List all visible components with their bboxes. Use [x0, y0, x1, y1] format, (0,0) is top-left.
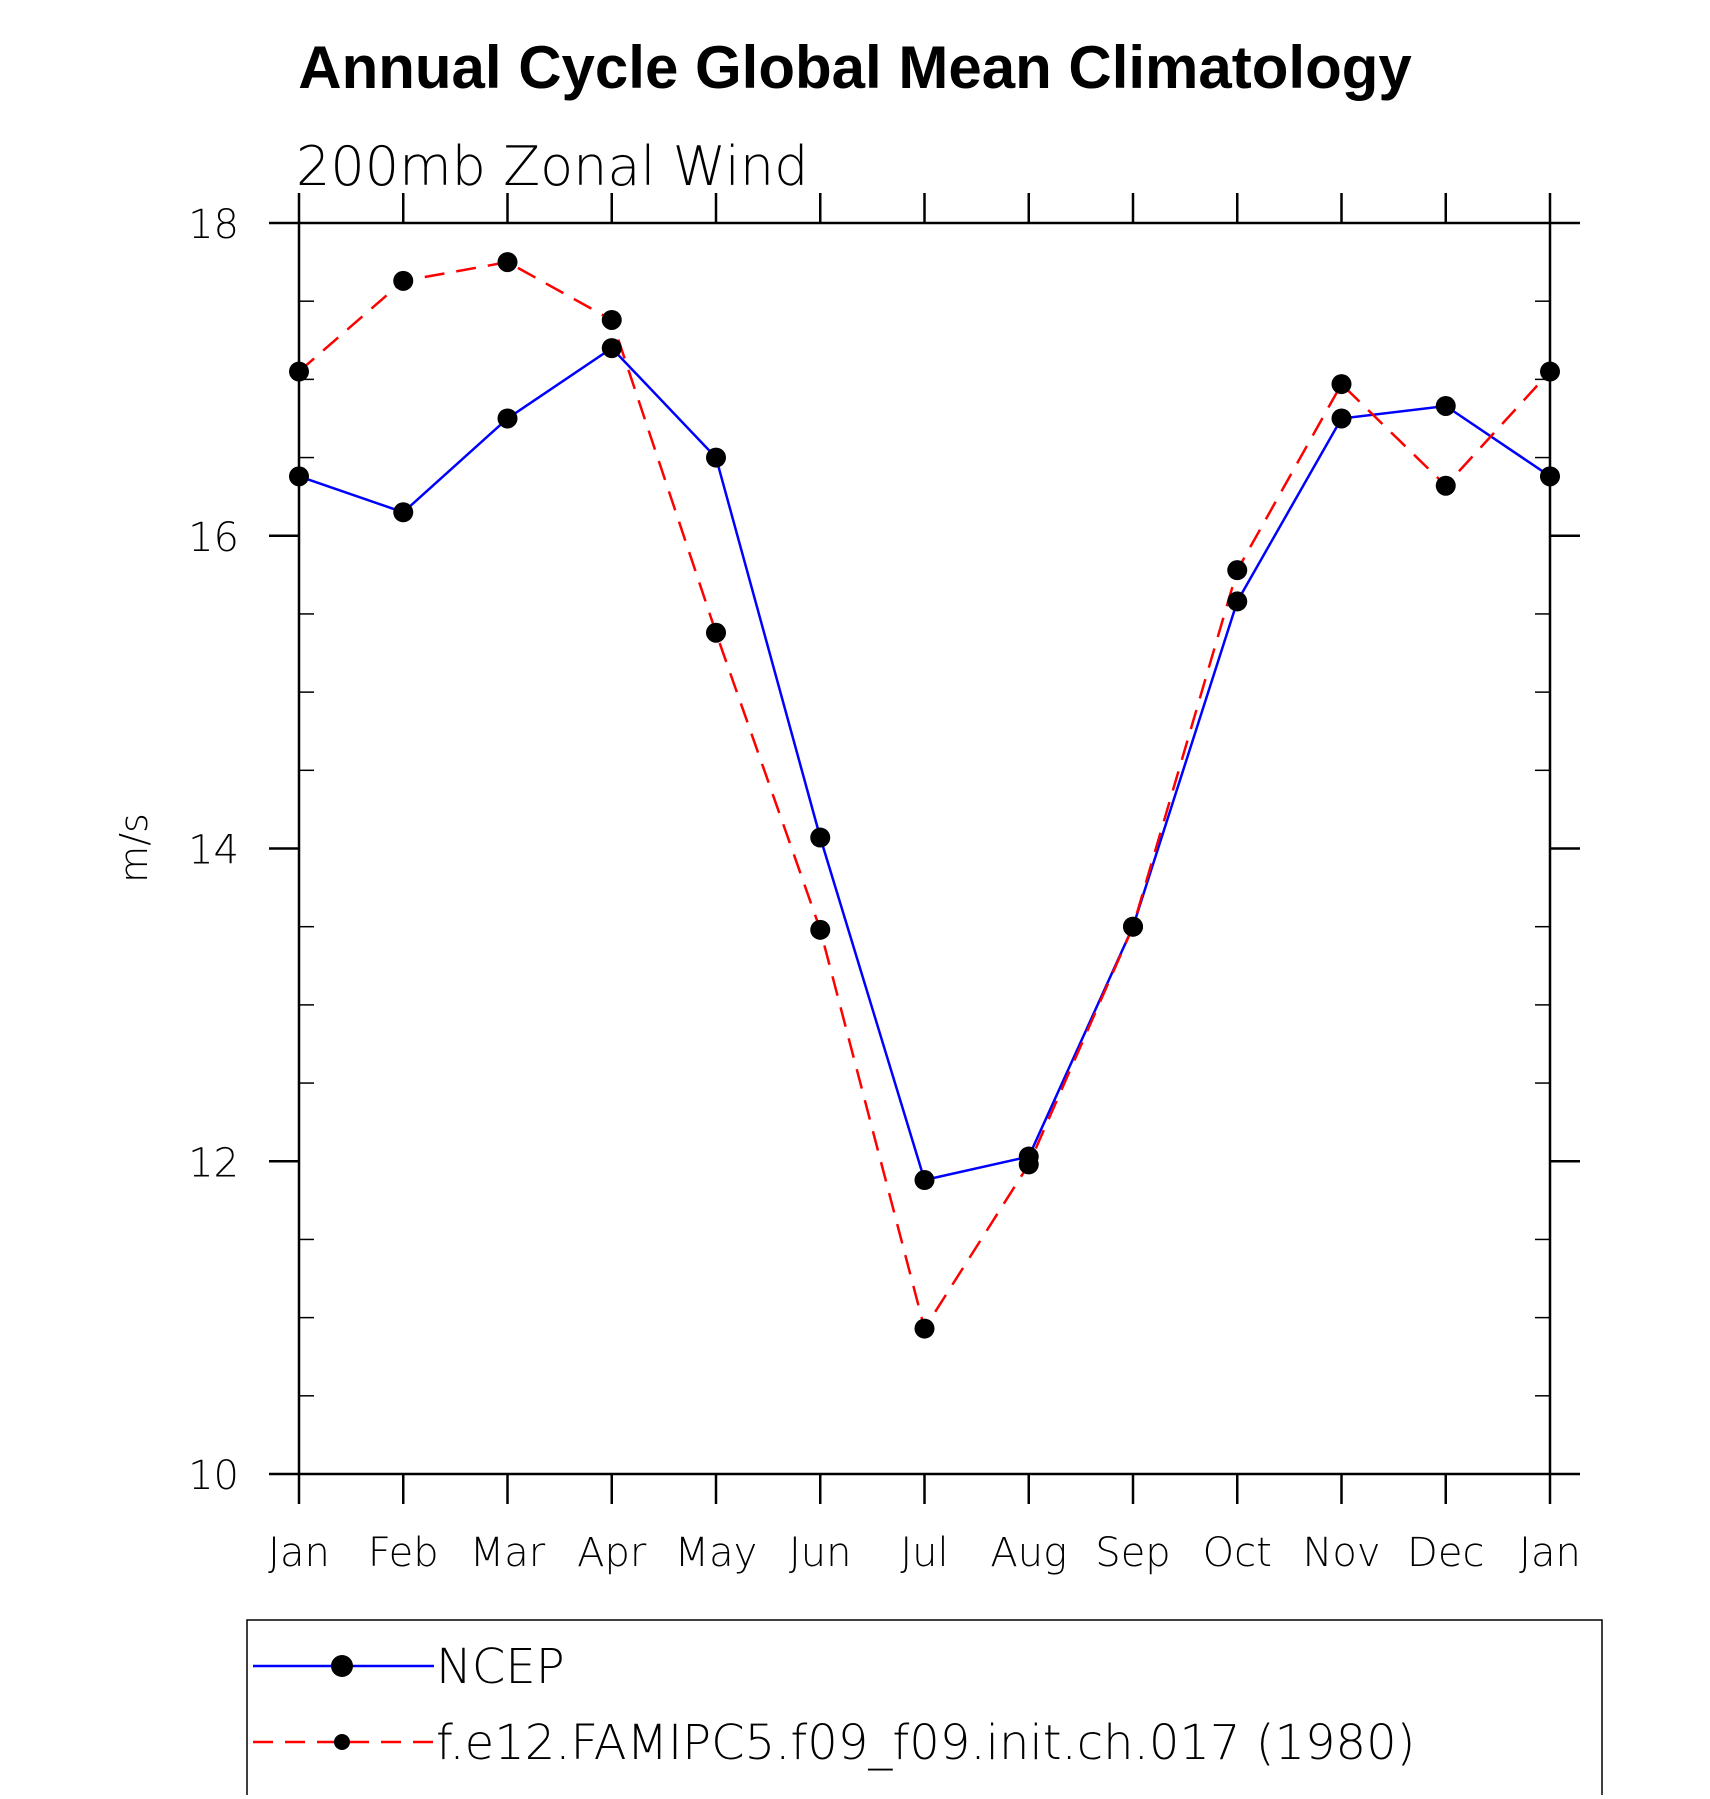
- plot-frame: [297, 221, 1552, 1476]
- x-tick-label: Feb: [368, 1530, 439, 1576]
- data-point-series-1: [393, 502, 414, 523]
- y-axis-label: m/s: [112, 813, 156, 883]
- series-line-2: [298, 260, 1551, 1332]
- data-point-series-2: [497, 252, 518, 273]
- series-line-1: [298, 346, 1551, 1182]
- data-point-series-2: [1435, 475, 1456, 496]
- x-tick-label: Mar: [470, 1530, 546, 1576]
- y-tick-label: 18: [188, 202, 239, 248]
- x-tick-label: Jul: [900, 1530, 948, 1576]
- y-tick-label: 14: [188, 828, 239, 874]
- chart-title: Annual Cycle Global Mean Climatology: [298, 34, 1412, 101]
- x-tick-label: Jan: [268, 1530, 330, 1576]
- data-point-series-2: [393, 270, 414, 291]
- chart-subtitle: 200mb Zonal Wind: [296, 135, 808, 198]
- data-point-series-1: [1227, 591, 1248, 612]
- legend: NCEP f.e12.FAMIPC5.f09_f09.init.ch.017 (1…: [246, 1619, 1603, 1799]
- x-tick-label: Apr: [577, 1530, 647, 1576]
- data-point-series-2: [1123, 916, 1143, 937]
- data-point-series-1: [1540, 466, 1560, 487]
- data-point-series-1: [1331, 408, 1352, 429]
- x-tick-label: Dec: [1407, 1530, 1484, 1576]
- data-point-series-2: [1018, 1154, 1039, 1175]
- legend-box: [246, 1619, 1603, 1799]
- data-point-series-2: [706, 622, 726, 643]
- data-point-series-2: [1331, 374, 1352, 395]
- x-tick-label: Sep: [1095, 1530, 1170, 1576]
- data-point-series-1: [601, 338, 622, 359]
- x-tick-label: Jun: [789, 1530, 852, 1576]
- data-point-series-2: [289, 361, 309, 382]
- legend-marker-2: [334, 1734, 350, 1750]
- y-tick-label: 10: [188, 1453, 239, 1499]
- data-point-series-2: [1540, 361, 1560, 382]
- data-point-series-1: [289, 466, 309, 487]
- x-tick-label: May: [675, 1530, 758, 1576]
- x-tick-label: Jan: [1519, 1530, 1581, 1576]
- y-tick-label: 12: [188, 1140, 239, 1186]
- legend-marker-1: [331, 1655, 353, 1677]
- data-point-series-2: [810, 919, 831, 940]
- data-point-series-2: [914, 1318, 935, 1339]
- data-point-series-2: [601, 309, 622, 330]
- x-tick-label: Oct: [1203, 1530, 1272, 1576]
- x-tick-label: Nov: [1302, 1530, 1380, 1576]
- series-lines: [289, 252, 1560, 1339]
- data-point-series-1: [706, 447, 726, 468]
- legend-label-2: f.e12.FAMIPC5.f09_f09.init.ch.017 (1980): [436, 1715, 1415, 1771]
- axes: 10 12 14 16 18 Jan Feb Mar Apr May Jun Jul Aug Sep Oct…: [188, 193, 1581, 1576]
- data-point-series-1: [914, 1170, 935, 1191]
- data-point-series-2: [1227, 560, 1248, 581]
- data-point-series-1: [1435, 395, 1456, 416]
- data-point-series-1: [810, 827, 831, 848]
- x-tick-label: Aug: [990, 1530, 1067, 1576]
- y-tick-label: 16: [188, 515, 239, 561]
- legend-label-1: NCEP: [436, 1639, 565, 1695]
- data-point-series-1: [497, 408, 518, 429]
